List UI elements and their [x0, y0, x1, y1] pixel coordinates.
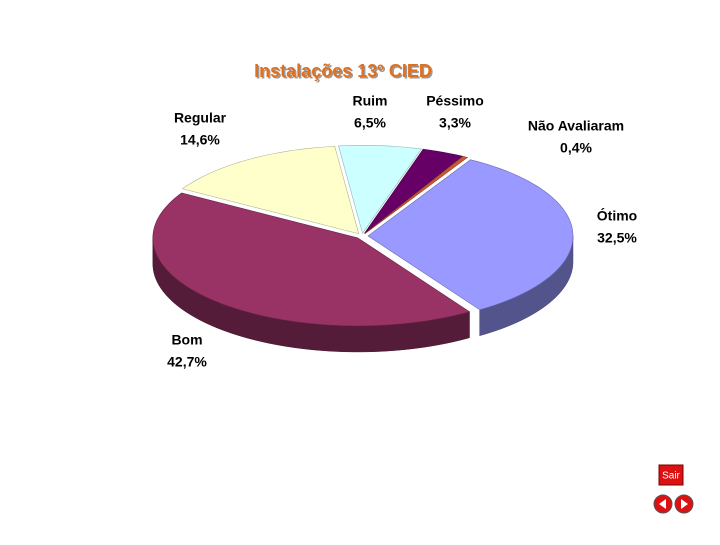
value-label: 42,7% [167, 354, 207, 370]
slice [367, 159, 574, 311]
chart-title: Instalações 13º CIED [254, 61, 432, 81]
exit-button[interactable] [658, 464, 684, 486]
slice [152, 192, 471, 327]
next-icon [681, 499, 688, 509]
exit-label[interactable]: Sair [662, 471, 680, 482]
value-label: 32,5% [597, 230, 637, 246]
value-label: 14,6% [180, 132, 220, 148]
slice-label: Regular [174, 110, 227, 126]
slice [338, 145, 422, 235]
title-shadow: Instalações 13º CIED [256, 62, 434, 82]
slice-label: Ótimo [597, 207, 637, 224]
labels: Ótimo 32,5% Bom 42,7% Regular 14,6% Ruim 6,5% Pé… [167, 93, 637, 370]
value-label: 6,5% [354, 115, 386, 131]
pie [152, 145, 574, 353]
slice-label: Ruim [353, 93, 388, 109]
slice-label: Péssimo [426, 93, 484, 109]
slice-label: Bom [171, 332, 202, 348]
slice [364, 148, 463, 234]
slice [364, 156, 469, 234]
slice-label: Não Avaliaram [528, 118, 624, 134]
prev-icon [659, 499, 666, 509]
slice [181, 146, 360, 235]
value-label: 0,4% [560, 140, 592, 156]
value-label: 3,3% [439, 115, 471, 131]
